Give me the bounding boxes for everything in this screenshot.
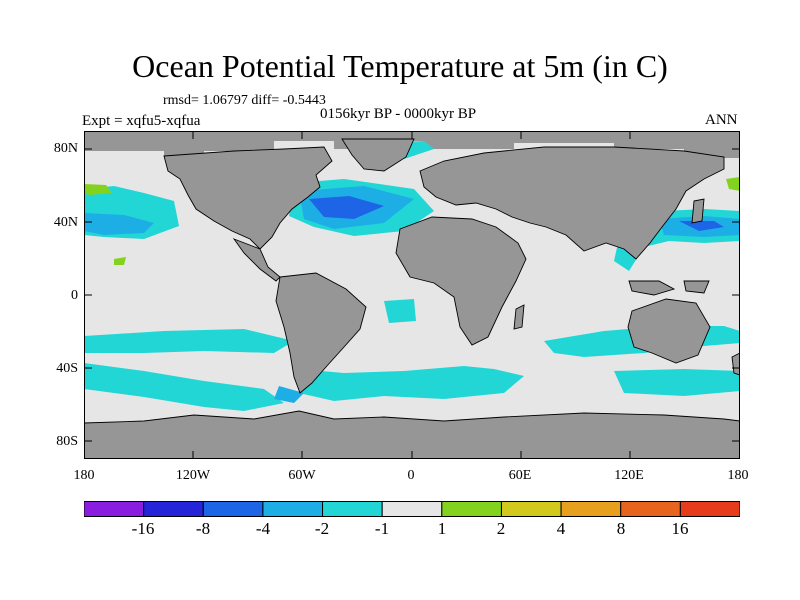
colorbar-label-2: -8	[195, 519, 211, 538]
experiment-label: Expt = xqfu5-xqfua	[82, 113, 201, 129]
colorbar-box-8	[500, 501, 562, 517]
x-label-120e: 120E	[614, 468, 644, 483]
continents	[84, 138, 740, 459]
colorbar-label-10: 16	[671, 519, 689, 538]
season-label: ANN	[705, 112, 738, 128]
colorbar-label-1: -16	[131, 519, 155, 538]
colorbar-box-4	[262, 501, 324, 517]
x-label-120w: 120W	[175, 468, 211, 483]
y-label-40s: 40S	[56, 361, 78, 376]
map-title: Ocean Potential Temperature at 5m (in C)	[132, 48, 668, 84]
anomaly-warm	[84, 177, 740, 265]
anomaly-cool-3	[309, 196, 724, 231]
y-label-80s: 80S	[56, 434, 78, 449]
x-label-60e: 60E	[508, 468, 532, 483]
colorbar-box-10	[620, 501, 681, 517]
rmsd-diff-stats: rmsd= 1.06797 diff= -0.5443	[163, 93, 326, 108]
period-label: 0156kyr BP - 0000kyr BP	[320, 106, 477, 122]
colorbar-label-3: -4	[255, 519, 271, 538]
axis-ticks	[84, 131, 740, 459]
y-label-0: 0	[71, 288, 78, 303]
arctic-land	[84, 131, 740, 158]
colorbar-box-2	[143, 501, 204, 517]
colorbar-box-9	[560, 501, 622, 517]
x-label-180e: 180	[727, 468, 749, 483]
colorbar-label-4: -2	[314, 519, 330, 538]
colorbar-box-5	[322, 501, 383, 517]
colorbar-label-5: -1	[374, 519, 390, 538]
colorbar-label-9: 8	[616, 519, 626, 538]
colorbar-label-6: 1	[437, 519, 447, 538]
x-label-180w: 180	[73, 468, 95, 483]
colorbar-box-11	[679, 501, 740, 517]
x-label-0: 0	[407, 468, 415, 483]
x-label-60w: 60W	[288, 468, 316, 483]
colorbar-label-7: 2	[496, 519, 506, 538]
colorbar-box-6	[381, 501, 443, 517]
y-label-40n: 40N	[53, 215, 78, 230]
colorbar-box-1	[84, 501, 145, 517]
y-label-80n: 80N	[53, 141, 78, 156]
temperature-difference-map	[84, 131, 740, 459]
colorbar-box-7	[441, 501, 502, 517]
colorbar-box-3	[202, 501, 264, 517]
colorbar-label-8: 4	[556, 519, 566, 538]
colorbar	[84, 501, 740, 517]
